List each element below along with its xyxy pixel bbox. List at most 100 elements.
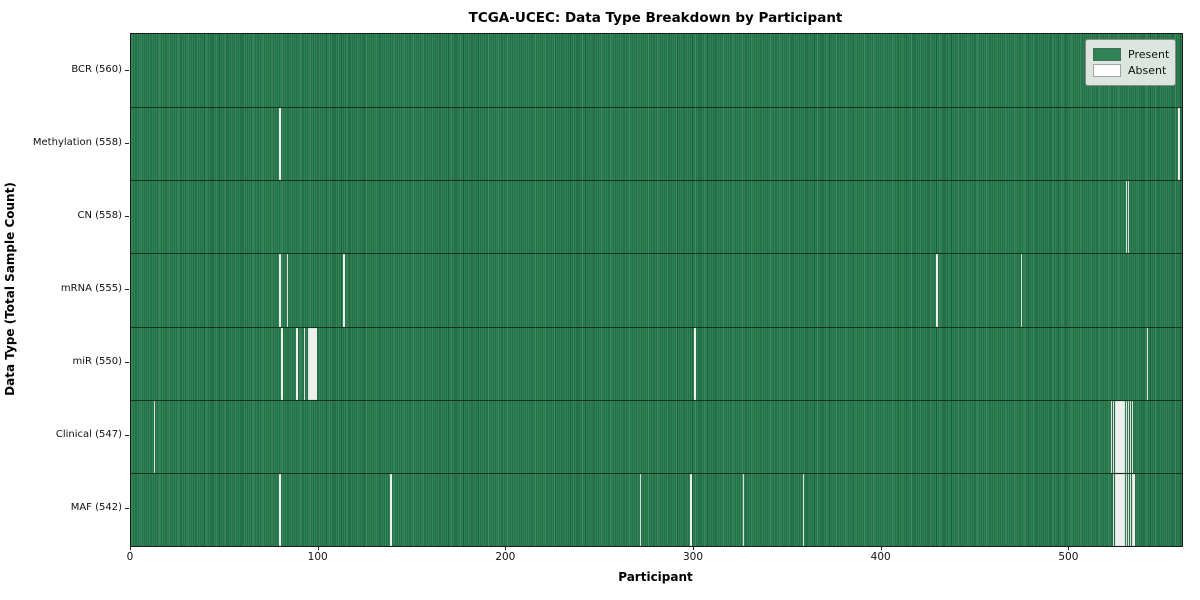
absent-line — [1116, 400, 1118, 473]
y-tick-label: miR (550) — [72, 356, 122, 368]
absent-line — [315, 327, 317, 400]
x-tick-label: 0 — [126, 551, 134, 563]
plot-area — [130, 33, 1183, 547]
absent-line — [390, 473, 392, 546]
absent-line — [1120, 473, 1122, 546]
chart-title: TCGA-UCEC: Data Type Breakdown by Partic… — [468, 10, 843, 26]
absent-line — [286, 254, 289, 327]
absent-line — [690, 473, 692, 546]
y-tick — [125, 69, 129, 71]
x-tick-label: 200 — [495, 551, 516, 563]
row-separator — [131, 180, 1182, 182]
legend-swatch — [1093, 48, 1121, 61]
absent-line — [1122, 400, 1124, 473]
y-tick — [125, 508, 129, 510]
y-tick-label: CN (558) — [77, 209, 122, 221]
absent-line — [1125, 400, 1128, 473]
x-tick-label: 300 — [683, 551, 704, 563]
absent-line — [279, 108, 281, 181]
legend-item: Absent — [1093, 64, 1167, 77]
absent-line — [296, 327, 298, 400]
row-separator — [131, 472, 1182, 474]
absent-line — [1114, 400, 1117, 473]
absent-line — [743, 473, 745, 546]
absent-line — [1114, 473, 1117, 546]
y-tick — [125, 289, 129, 290]
y-tick-label: Methylation (558) — [32, 136, 122, 148]
absent-line — [343, 254, 345, 327]
absent-line — [1120, 400, 1122, 473]
absent-line — [303, 327, 306, 400]
absent-line — [279, 254, 281, 327]
absent-line — [313, 327, 315, 400]
absent-line — [1127, 181, 1130, 254]
y-tick — [125, 362, 129, 364]
absent-line — [307, 327, 310, 400]
x-tick — [1068, 546, 1070, 550]
absent-line — [1125, 181, 1128, 254]
absent-line — [1131, 473, 1133, 546]
row-band — [131, 253, 1182, 327]
absent-line — [1178, 108, 1180, 181]
x-tick — [130, 546, 131, 550]
y-tick-label: MAF (542) — [70, 502, 122, 514]
row-band — [131, 34, 1182, 108]
legend-item: Present — [1093, 48, 1170, 61]
absent-line — [1112, 473, 1115, 546]
absent-line — [1118, 400, 1120, 473]
row-band — [131, 472, 1182, 546]
absent-line — [311, 327, 313, 400]
absent-line — [153, 400, 156, 473]
row-separator — [131, 107, 1182, 109]
absent-line — [1020, 254, 1023, 327]
x-tick-label: 500 — [1058, 551, 1079, 563]
row-band — [131, 180, 1182, 254]
absent-line — [309, 327, 311, 400]
x-tick — [505, 546, 507, 550]
y-tick-label: Clinical (547) — [55, 429, 122, 441]
absent-line — [1123, 473, 1126, 546]
absent-line — [639, 473, 642, 546]
absent-line — [694, 327, 696, 400]
x-tick-label: 100 — [307, 551, 328, 563]
legend: Present Absent — [1085, 39, 1176, 86]
absent-line — [1133, 473, 1135, 546]
absent-line — [1129, 473, 1132, 546]
row-band — [131, 399, 1182, 473]
legend-label: Absent — [1128, 64, 1167, 77]
absent-line — [279, 473, 281, 546]
row-band — [131, 107, 1182, 181]
absent-line — [803, 473, 805, 546]
x-tick — [317, 546, 319, 550]
absent-line — [1123, 400, 1126, 473]
absent-line — [1116, 473, 1118, 546]
absent-line — [281, 327, 283, 400]
absent-line — [1146, 327, 1148, 400]
x-tick — [693, 546, 695, 550]
row-separator — [131, 253, 1182, 255]
row-band — [131, 326, 1182, 400]
y-tick-label: BCR (560) — [71, 63, 122, 75]
absent-line — [936, 254, 938, 327]
absent-line — [1125, 473, 1128, 546]
y-tick — [125, 215, 129, 217]
x-tick — [880, 546, 882, 550]
row-separator — [131, 326, 1182, 328]
y-tick — [125, 142, 129, 144]
absent-line — [1110, 400, 1113, 473]
absent-line — [1118, 473, 1120, 546]
x-tick-label: 400 — [870, 551, 891, 563]
y-tick — [125, 435, 129, 437]
legend-label: Present — [1128, 48, 1170, 61]
y-tick-label: mRNA (555) — [60, 283, 122, 294]
absent-line — [1122, 473, 1124, 546]
legend-swatch — [1093, 64, 1121, 77]
absent-line — [1112, 400, 1115, 473]
absent-line — [1127, 473, 1130, 546]
absent-line — [1131, 400, 1133, 473]
absent-line — [1129, 400, 1132, 473]
x-axis-label: Participant — [618, 570, 693, 584]
row-separator — [131, 399, 1182, 401]
absent-line — [1127, 400, 1130, 473]
